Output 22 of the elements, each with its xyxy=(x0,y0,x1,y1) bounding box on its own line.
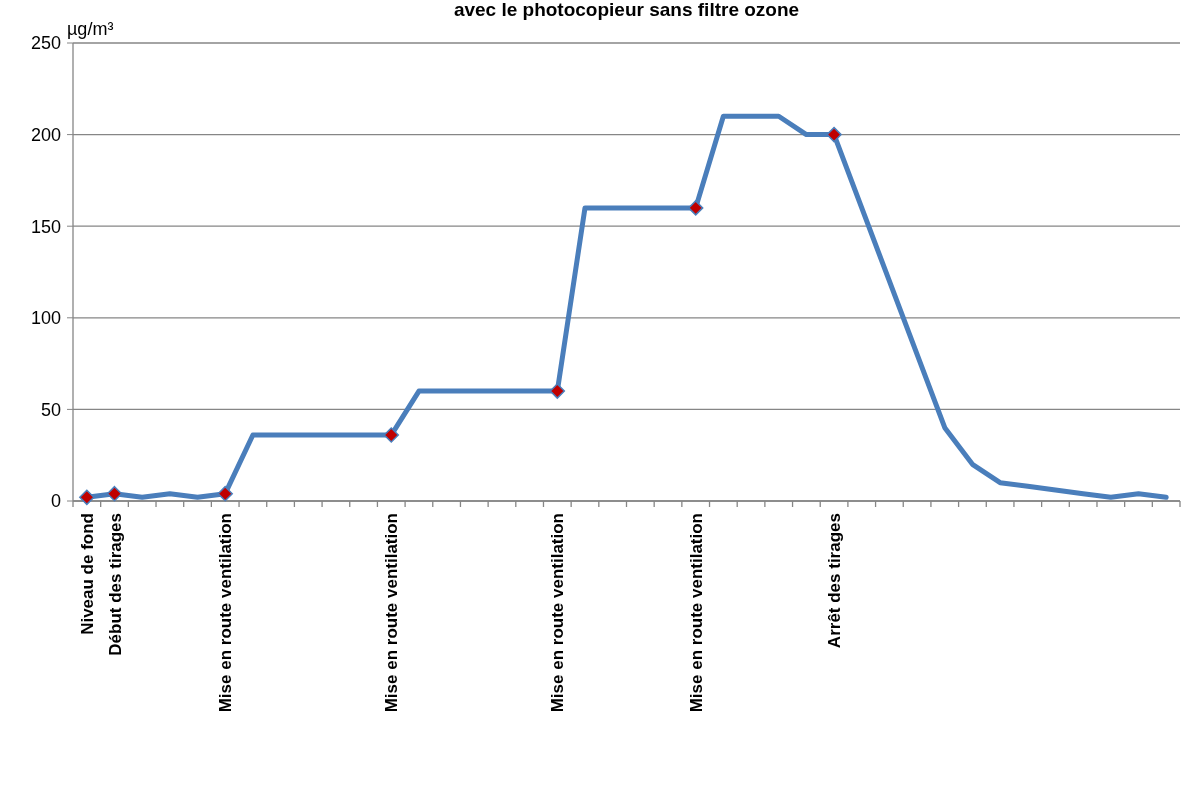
point xyxy=(79,489,95,506)
y-tick-label: 0 xyxy=(50,491,61,512)
x-tick-label: Arrêt des tirages xyxy=(825,513,845,649)
x-tick-label: Mise en route ventilation xyxy=(548,513,568,713)
point xyxy=(826,126,842,143)
y-tick-label: 250 xyxy=(30,33,61,54)
x-tick-label: Niveau de fond xyxy=(77,513,97,635)
point xyxy=(383,427,400,443)
point xyxy=(217,485,233,502)
point xyxy=(106,485,123,502)
x-tick-label: Mise en route ventilation xyxy=(216,513,236,713)
y-tick-label: 100 xyxy=(30,308,61,329)
point xyxy=(687,200,704,216)
x-tick-label: Mise en route ventilation xyxy=(686,513,706,713)
point xyxy=(549,383,566,399)
y-tick-label: 50 xyxy=(40,399,61,420)
chart-title: avec le photocopieur sans filtre ozone xyxy=(453,0,800,20)
y-tick-label: 150 xyxy=(30,216,61,237)
y-axis-title: µg/m³ xyxy=(67,19,114,39)
x-tick-label: Mise en route ventilation xyxy=(382,513,402,713)
y-tick-label: 200 xyxy=(30,124,61,145)
x-tick-label: Début des tirages xyxy=(105,513,125,656)
